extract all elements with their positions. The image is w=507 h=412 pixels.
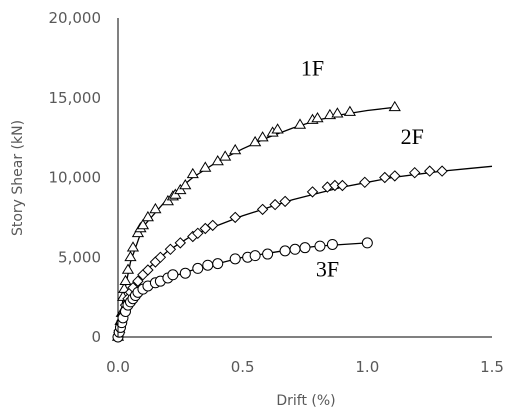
data-point-1F xyxy=(343,105,356,116)
data-point-2F xyxy=(379,171,391,184)
data-point-2F xyxy=(389,170,401,182)
series-markers-2F xyxy=(112,165,448,343)
x-tick-label: 0.0 xyxy=(106,358,130,376)
data-point-1F xyxy=(136,218,150,230)
data-point-3F xyxy=(229,253,241,265)
series-markers-1F xyxy=(111,100,401,341)
x-axis-title: Drift (%) xyxy=(276,393,335,409)
data-point-2F xyxy=(306,186,319,198)
data-point-3F xyxy=(314,240,326,252)
data-point-3F xyxy=(179,267,191,279)
data-point-1F xyxy=(293,118,307,129)
series-markers-3F xyxy=(112,237,373,343)
data-point-3F xyxy=(361,237,373,249)
data-point-2F xyxy=(154,251,167,264)
data-point-2F xyxy=(174,237,187,249)
data-point-2F xyxy=(206,219,219,232)
data-point-2F xyxy=(142,264,154,276)
annotations: 1F 2F 3F xyxy=(301,55,424,281)
data-point-2F xyxy=(336,179,349,192)
data-point-3F xyxy=(262,248,274,260)
data-point-1F xyxy=(219,150,232,161)
data-point-1F xyxy=(179,179,192,190)
data-point-3F xyxy=(326,238,338,250)
data-point-3F xyxy=(167,269,179,281)
data-point-2F xyxy=(164,243,177,256)
data-point-1F xyxy=(124,250,137,262)
y-tick-label: 10,000 xyxy=(49,169,102,187)
series-label-1F: 1F xyxy=(301,55,324,80)
data-point-1F xyxy=(141,210,154,222)
series-label-3F: 3F xyxy=(316,256,339,281)
data-point-3F xyxy=(249,250,261,262)
data-point-2F xyxy=(279,195,291,208)
data-point-2F xyxy=(229,211,241,224)
data-point-1F xyxy=(271,123,284,134)
markers xyxy=(111,100,448,343)
axes xyxy=(117,18,492,338)
data-point-3F xyxy=(212,258,224,270)
data-point-2F xyxy=(423,165,436,177)
data-point-2F xyxy=(192,227,204,240)
data-point-1F xyxy=(119,274,132,285)
data-point-1F xyxy=(256,131,269,142)
data-point-3F xyxy=(192,262,204,274)
x-tick-label: 1.0 xyxy=(355,358,379,376)
data-point-3F xyxy=(279,245,291,257)
data-point-3F xyxy=(202,259,214,271)
y-tick-label: 0 xyxy=(91,328,101,346)
series-label-2F: 2F xyxy=(401,124,424,149)
data-point-2F xyxy=(329,179,341,192)
y-axis-title: Story Shear (kN) xyxy=(10,120,26,236)
data-point-3F xyxy=(299,242,311,254)
data-point-1F xyxy=(186,167,199,179)
data-point-1F xyxy=(149,202,162,214)
data-point-2F xyxy=(269,198,281,211)
fit-lines xyxy=(117,106,493,338)
x-tick-label: 0.5 xyxy=(231,358,255,376)
data-point-2F xyxy=(256,203,269,216)
data-point-2F xyxy=(436,165,448,177)
data-point-2F xyxy=(359,176,371,189)
x-tick-label: 1.5 xyxy=(480,358,504,376)
y-tick-label: 5,000 xyxy=(58,248,101,266)
data-point-1F xyxy=(121,263,135,274)
data-point-1F xyxy=(311,112,324,123)
data-point-1F xyxy=(388,100,401,112)
data-point-1F xyxy=(199,161,212,172)
data-point-1F xyxy=(331,107,344,118)
data-point-3F xyxy=(289,243,301,255)
y-tick-label: 15,000 xyxy=(49,89,102,107)
data-point-1F xyxy=(118,282,131,293)
tick-labels: 0 5,000 10,000 15,000 20,000 0.0 0.5 1.0 1.5 xyxy=(49,9,504,376)
data-point-1F xyxy=(229,143,242,155)
data-point-2F xyxy=(408,166,421,179)
data-point-2F xyxy=(132,275,144,287)
y-tick-label: 20,000 xyxy=(49,9,102,27)
data-point-1F xyxy=(126,241,140,252)
